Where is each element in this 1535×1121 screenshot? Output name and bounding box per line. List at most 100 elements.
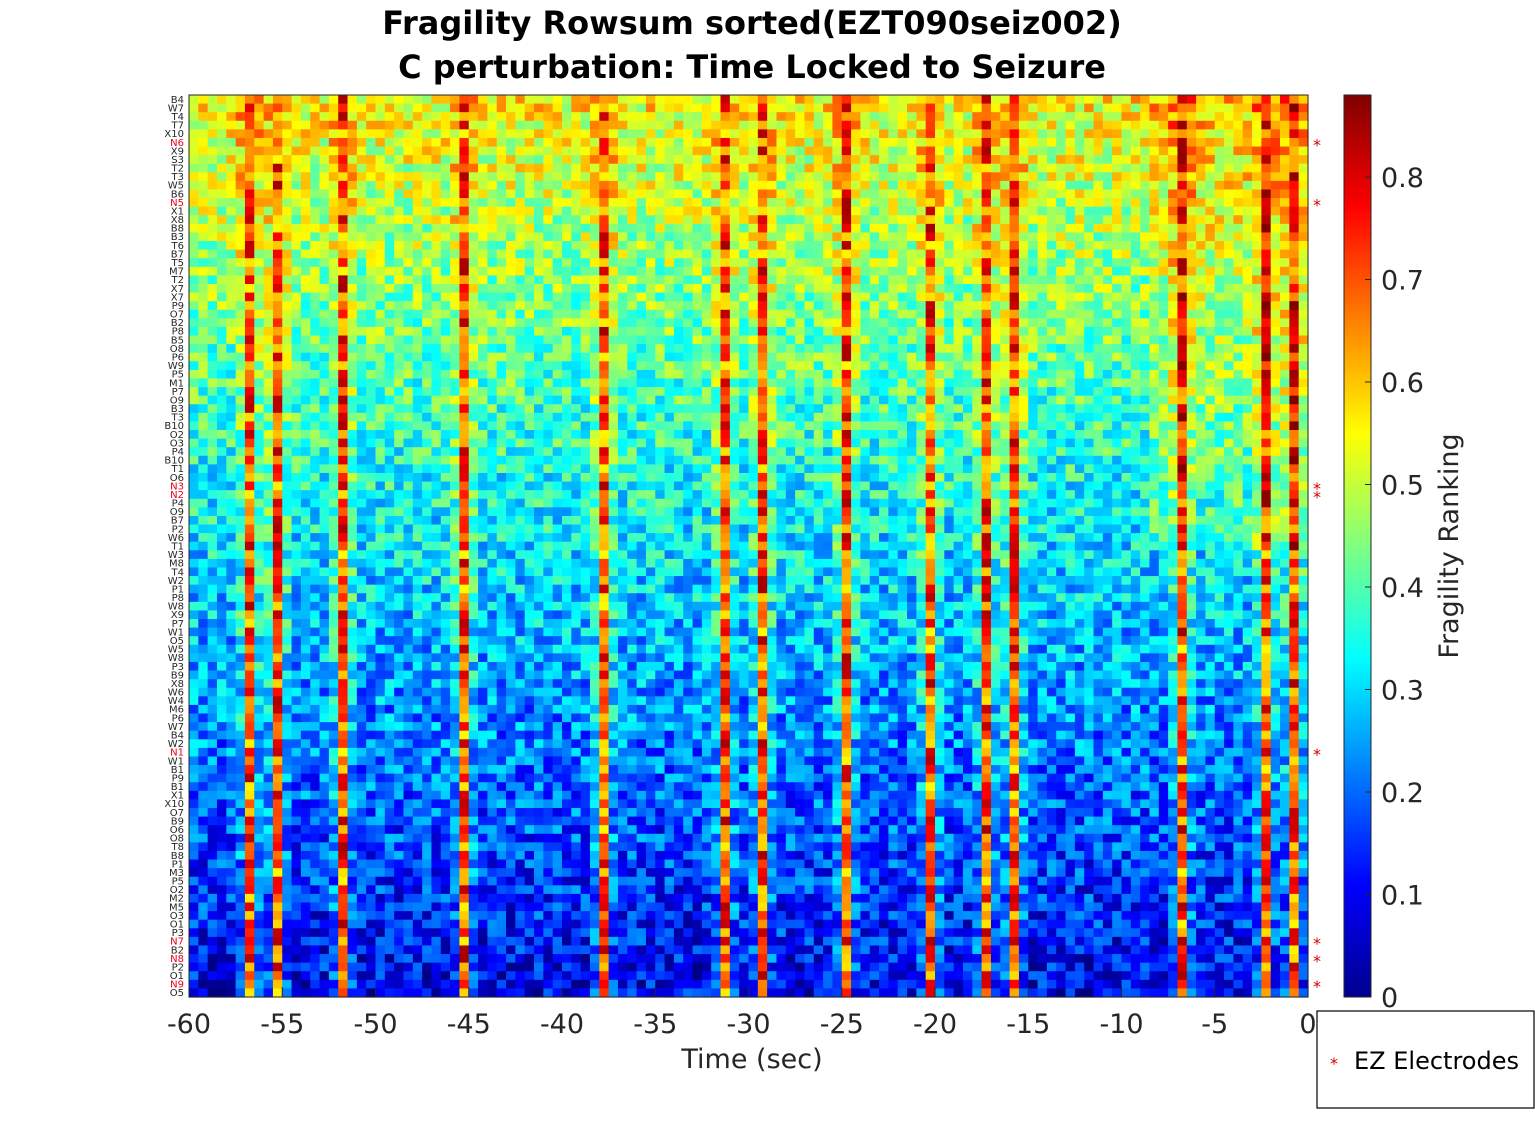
heatmap-cell	[673, 438, 684, 448]
heatmap-cell	[216, 447, 227, 457]
heatmap-cell	[384, 318, 395, 328]
heatmap-cell	[1140, 421, 1151, 431]
heatmap-cell	[673, 137, 684, 148]
heatmap-cell	[328, 430, 339, 440]
heatmap-cell	[1046, 326, 1057, 337]
heatmap-cell	[1112, 309, 1123, 319]
heatmap-cell	[189, 163, 199, 173]
heatmap-cell	[431, 404, 442, 414]
heatmap-cell	[1028, 223, 1039, 234]
heatmap-cell	[1046, 155, 1057, 165]
heatmap-cell	[384, 387, 395, 397]
heatmap-cell	[422, 275, 433, 285]
heatmap-cell	[757, 120, 768, 130]
heatmap-cell	[935, 301, 945, 311]
heatmap-cell	[683, 301, 694, 311]
heatmap-cell	[450, 215, 461, 225]
heatmap-cell	[767, 249, 778, 259]
heatmap-cell	[347, 421, 358, 431]
heatmap-cell	[627, 404, 638, 414]
heatmap-cell	[478, 412, 488, 423]
heatmap-cell	[319, 206, 330, 216]
heatmap-cell	[1177, 155, 1188, 165]
heatmap-cell	[711, 344, 722, 354]
heatmap-cell	[711, 198, 722, 208]
heatmap-cell	[1112, 189, 1123, 199]
heatmap-cell	[655, 137, 666, 148]
heatmap-cell	[785, 258, 796, 268]
heatmap-cell	[1261, 120, 1272, 130]
heatmap-cell	[468, 172, 479, 182]
heatmap-cell	[1177, 112, 1188, 122]
heatmap-cell	[235, 215, 246, 225]
heatmap-cell	[347, 215, 358, 225]
heatmap-cell	[403, 361, 414, 371]
heatmap-cell	[1046, 421, 1057, 431]
heatmap-cell	[1205, 335, 1216, 345]
heatmap-cell	[720, 163, 731, 173]
heatmap-cell	[207, 112, 218, 122]
heatmap-cell	[244, 112, 255, 122]
heatmap-cell	[524, 318, 535, 328]
heatmap-cell	[589, 421, 600, 431]
heatmap-cell	[1186, 387, 1197, 397]
heatmap-cell	[841, 309, 852, 319]
heatmap-cell	[692, 369, 703, 380]
heatmap-cell	[1242, 180, 1253, 191]
heatmap-cell	[1270, 275, 1281, 285]
heatmap-cell	[254, 198, 265, 208]
heatmap-cell	[664, 301, 675, 311]
heatmap-cell	[244, 301, 255, 311]
heatmap-cell	[944, 249, 955, 259]
heatmap-cell	[524, 95, 535, 105]
heatmap-cell	[450, 103, 461, 113]
heatmap-cell	[720, 335, 731, 345]
heatmap-cell	[366, 309, 377, 319]
heatmap-cell	[1102, 326, 1113, 337]
heatmap-cell	[869, 258, 880, 268]
heatmap-cell	[1205, 189, 1216, 199]
heatmap-cell	[291, 412, 302, 423]
heatmap-cell	[1196, 378, 1207, 388]
heatmap-cell	[1112, 180, 1123, 191]
heatmap-cell	[795, 223, 806, 234]
heatmap-cell	[1224, 412, 1234, 423]
heatmap-cell	[832, 438, 843, 448]
heatmap-cell	[1102, 155, 1113, 165]
heatmap-cell	[310, 146, 321, 156]
heatmap-cell	[1149, 258, 1160, 268]
heatmap-cell	[1121, 404, 1132, 414]
heatmap-cell	[524, 430, 535, 440]
heatmap-cell	[338, 292, 349, 302]
heatmap-cell	[813, 258, 824, 268]
heatmap-cell	[1037, 430, 1048, 440]
heatmap-cell	[823, 112, 834, 122]
heatmap-cell	[981, 301, 992, 311]
heatmap-cell	[562, 447, 572, 457]
heatmap-cell	[1102, 335, 1113, 345]
heatmap-cell	[916, 155, 927, 165]
heatmap-cell	[552, 112, 563, 122]
heatmap-cell	[972, 172, 983, 182]
heatmap-cell	[897, 215, 908, 225]
heatmap-cell	[291, 438, 302, 448]
heatmap-cell	[216, 326, 227, 337]
heatmap-cell	[860, 292, 871, 302]
heatmap-cell	[543, 430, 554, 440]
heatmap-cell	[785, 146, 796, 156]
heatmap-cell	[1093, 301, 1104, 311]
heatmap-cell	[580, 146, 591, 156]
heatmap-cell	[608, 438, 619, 448]
heatmap-cell	[617, 112, 628, 122]
heatmap-cell	[627, 447, 638, 457]
heatmap-cell	[907, 198, 917, 208]
heatmap-cell	[636, 215, 647, 225]
heatmap-cell	[683, 352, 694, 362]
heatmap-cell	[608, 292, 619, 302]
heatmap-cell	[664, 172, 675, 182]
heatmap-cell	[1214, 318, 1225, 328]
heatmap-cell	[468, 215, 479, 225]
heatmap-cell	[944, 215, 955, 225]
heatmap-cell	[1186, 189, 1197, 199]
heatmap-cell	[384, 241, 395, 251]
